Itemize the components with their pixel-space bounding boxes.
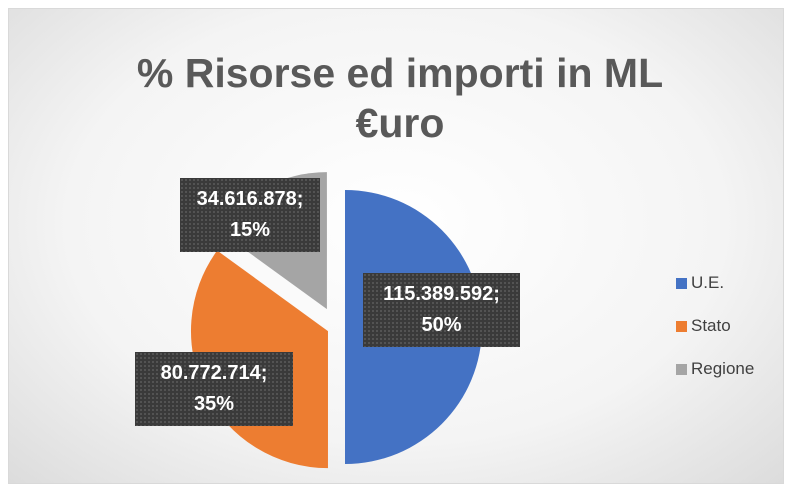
chart-title: % Risorse ed importi in ML €uro: [136, 50, 664, 146]
legend-item: U.E.: [676, 273, 724, 293]
legend-item: Stato: [676, 316, 731, 336]
legend-swatch: [676, 320, 687, 332]
data-label: 115.389.592; 50%: [363, 273, 520, 347]
legend-label: Regione: [691, 359, 755, 378]
legend-label: U.E.: [691, 273, 725, 292]
legend-swatch: [676, 277, 687, 289]
legend-swatch: [676, 363, 687, 375]
data-label: 34.616.878; 15%: [180, 178, 320, 252]
legend-item: Regione: [676, 359, 754, 379]
legend-label: Stato: [691, 316, 731, 335]
data-label: 80.772.714; 35%: [135, 352, 293, 426]
